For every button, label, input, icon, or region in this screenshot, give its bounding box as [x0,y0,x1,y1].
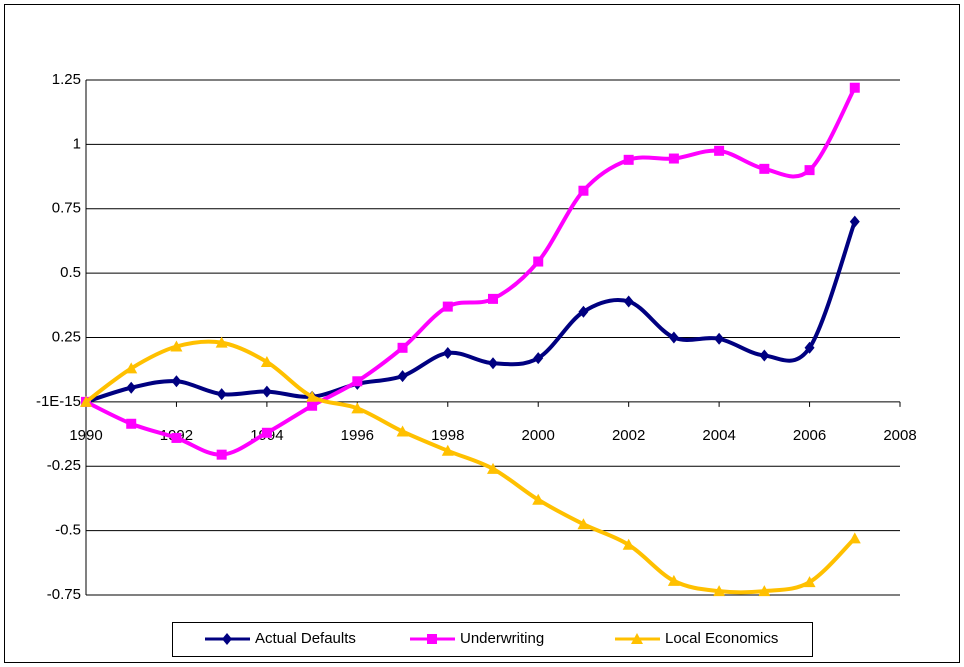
marker [578,305,589,318]
legend-label: Underwriting [460,630,544,647]
y-tick-label: 1 [73,135,81,152]
marker [804,341,815,354]
marker [125,362,138,374]
marker [222,633,232,645]
marker [533,256,544,267]
marker [623,154,634,165]
marker [714,332,725,345]
marker [848,532,861,544]
x-tick-label: 2004 [702,427,735,444]
marker [442,346,453,359]
marker [397,342,408,353]
marker [488,293,498,304]
marker [668,331,679,344]
marker [759,349,770,362]
marker [261,385,272,398]
marker [171,432,182,443]
marker [713,585,726,597]
y-tick-label: -0.25 [47,457,81,474]
marker [714,145,725,156]
marker [216,449,227,460]
marker [170,340,183,352]
marker [532,493,545,505]
marker [442,301,453,312]
marker [216,388,227,401]
marker [352,376,363,387]
x-tick-label: 2006 [793,427,826,444]
x-tick-label: 2002 [612,427,645,444]
y-tick-label: 1.25 [52,71,81,88]
chart-border [4,4,960,663]
legend-label: Actual Defaults [255,630,356,647]
marker [307,400,318,411]
marker [631,633,643,644]
marker [126,381,137,394]
marker [758,585,771,597]
marker [578,185,589,196]
marker [397,370,408,383]
y-tick-label: -0.5 [55,522,81,539]
marker [487,462,499,474]
marker [396,425,409,437]
x-tick-label: 1990 [69,427,102,444]
x-tick-label: 2000 [522,427,555,444]
marker [804,165,815,176]
y-tick-label: -0.75 [47,586,81,603]
marker [126,418,137,429]
marker [261,427,272,438]
y-tick-label: 0.5 [60,264,81,281]
marker [215,336,228,348]
marker [306,390,319,402]
y-tick-label: 0.25 [52,328,81,345]
marker [351,402,364,414]
marker [171,375,182,388]
marker [533,352,544,365]
marker [759,163,770,174]
x-tick-label: 2008 [883,427,916,444]
marker [668,153,679,164]
marker [803,576,816,588]
legend-box [172,622,813,657]
marker [577,518,590,530]
legend-label: Local Economics [665,630,778,647]
marker [488,357,498,370]
marker [623,295,634,308]
marker [667,574,680,586]
marker [260,355,273,367]
y-tick-label: 0.75 [52,200,81,217]
marker [622,538,635,550]
marker [849,82,860,93]
marker [849,215,860,228]
marker [427,634,437,644]
marker [80,395,92,407]
marker [441,444,454,456]
x-tick-label: 1998 [431,427,464,444]
series-line [84,339,857,595]
x-tick-label: 1996 [341,427,374,444]
y-tick-label: -1E-15 [36,393,81,410]
